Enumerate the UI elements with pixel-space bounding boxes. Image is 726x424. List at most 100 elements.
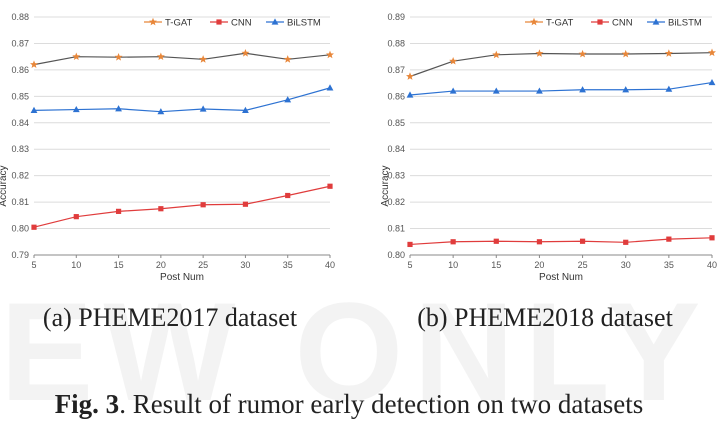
- y-tick-label: 0.84: [387, 144, 405, 154]
- legend-label-bilstm: BiLSTM: [668, 18, 702, 29]
- subcaption-a: (a) PHEME2017 dataset: [43, 303, 298, 332]
- data-point-bilstm: [492, 87, 500, 94]
- y-tick-label: 0.81: [387, 224, 405, 234]
- data-point-cnn: [579, 238, 586, 244]
- y-tick-label: 0.89: [387, 12, 405, 22]
- legend-label-cnn: CNN: [231, 18, 252, 29]
- data-point-cnn: [242, 201, 249, 207]
- series-bilstm: [406, 78, 716, 98]
- data-point-bilstm: [536, 87, 543, 94]
- chart-pheme2018: 0.80 0.81 0.82 0.83 0.84 0.85 0.86 0.87 0.88 0.89…: [380, 12, 717, 283]
- data-point-bilstm: [665, 85, 673, 92]
- data-point-t-gat: [664, 49, 673, 57]
- x-tick-label: 10: [448, 260, 458, 270]
- figure-caption: Fig. 3. Result of rumor early detection …: [55, 389, 644, 419]
- data-point-t-gat: [114, 53, 123, 61]
- series-bilstm: [30, 84, 334, 115]
- watermark-text: EW ONLY: [0, 273, 710, 424]
- data-point-cnn: [407, 241, 413, 248]
- data-point-cnn: [200, 202, 206, 208]
- x-tick-label: 20: [534, 260, 544, 270]
- data-point-t-gat: [578, 49, 587, 58]
- figure-caption-text: . Result of rumor early detection on two…: [119, 389, 643, 419]
- data-point-cnn: [115, 208, 122, 214]
- data-point-t-gat: [621, 49, 630, 58]
- data-point-t-gat: [199, 55, 208, 63]
- series-line-bilstm: [33, 87, 331, 113]
- x-tick-label: 5: [31, 260, 36, 270]
- legend-marker-cnn: [216, 19, 222, 25]
- x-tick-label: 5: [407, 260, 412, 270]
- series-line-t-gat: [409, 52, 713, 78]
- legend: BiLSTM CNN T-GAT: [525, 18, 702, 29]
- data-point-bilstm: [449, 87, 457, 94]
- y-tick-label: 0.84: [11, 118, 29, 128]
- data-point-bilstm: [326, 84, 334, 91]
- data-point-cnn: [327, 183, 333, 189]
- y-tick-label: 0.88: [387, 38, 405, 48]
- x-tick-label: 15: [114, 260, 124, 270]
- data-point-bilstm: [708, 78, 716, 86]
- figure-caption-label: Fig. 3: [55, 389, 120, 419]
- x-axis-label: Post Num: [539, 272, 583, 283]
- data-point-bilstm: [579, 86, 586, 93]
- legend-marker-t-gat: [530, 17, 538, 26]
- series-line-t-gat: [33, 52, 331, 66]
- legend: BiLSTM CNN T-GAT: [144, 18, 321, 29]
- y-tick-label: 0.83: [387, 171, 405, 181]
- y-tick-label: 0.86: [11, 65, 29, 75]
- data-point-cnn: [623, 239, 629, 245]
- x-tick-label: 25: [198, 260, 208, 270]
- series-cnn: [31, 183, 333, 230]
- data-point-t-gat: [72, 52, 81, 61]
- data-point-t-gat: [241, 49, 250, 57]
- data-point-cnn: [666, 236, 672, 242]
- y-tick-label: 0.86: [387, 91, 405, 101]
- series-line-cnn: [33, 185, 331, 228]
- y-tick-label: 0.87: [387, 65, 405, 75]
- data-point-bilstm: [115, 105, 122, 112]
- data-point-bilstm: [242, 106, 249, 113]
- y-axis-label: Accuracy: [0, 165, 9, 206]
- data-point-bilstm: [72, 105, 80, 113]
- y-tick-label: 0.80: [11, 224, 29, 234]
- data-point-cnn: [536, 239, 543, 245]
- data-point-t-gat: [406, 72, 414, 80]
- data-point-bilstm: [199, 105, 207, 112]
- x-tick-label: 30: [621, 260, 631, 270]
- legend-label-bilstm: BiLSTM: [287, 18, 321, 29]
- series-t-gat: [30, 49, 334, 68]
- data-point-cnn: [709, 235, 715, 241]
- x-tick-label: 40: [325, 260, 335, 270]
- data-point-bilstm: [284, 96, 292, 103]
- legend-label-t-gat: T-GAT: [165, 18, 192, 29]
- x-tick-label: 25: [578, 260, 588, 270]
- x-tick-label: 35: [283, 260, 293, 270]
- series-line-cnn: [409, 237, 713, 246]
- x-tick-label: 30: [240, 260, 250, 270]
- data-point-cnn: [450, 239, 456, 245]
- data-point-bilstm: [157, 108, 165, 115]
- data-point-cnn: [493, 238, 499, 244]
- legend-marker-bilstm: [652, 18, 660, 25]
- y-tick-label: 0.82: [11, 171, 29, 181]
- subcaption-b: (b) PHEME2018 dataset: [417, 303, 673, 332]
- legend-marker-cnn: [597, 19, 603, 25]
- data-point-cnn: [31, 224, 37, 230]
- y-tick-label: 0.87: [11, 38, 29, 48]
- legend-marker-t-gat: [149, 17, 157, 26]
- x-tick-label: 10: [71, 260, 81, 270]
- y-tick-label: 0.79: [11, 250, 29, 260]
- series-cnn: [407, 235, 715, 248]
- data-point-bilstm: [30, 106, 38, 113]
- data-point-t-gat: [30, 60, 38, 68]
- data-point-t-gat: [326, 50, 334, 59]
- y-axis-label: Accuracy: [380, 165, 391, 206]
- series-t-gat: [406, 48, 716, 80]
- legend-label-cnn: CNN: [612, 18, 633, 29]
- data-point-cnn: [158, 206, 164, 212]
- data-point-t-gat: [283, 55, 292, 63]
- legend-marker-bilstm: [271, 18, 279, 25]
- data-point-t-gat: [156, 52, 165, 61]
